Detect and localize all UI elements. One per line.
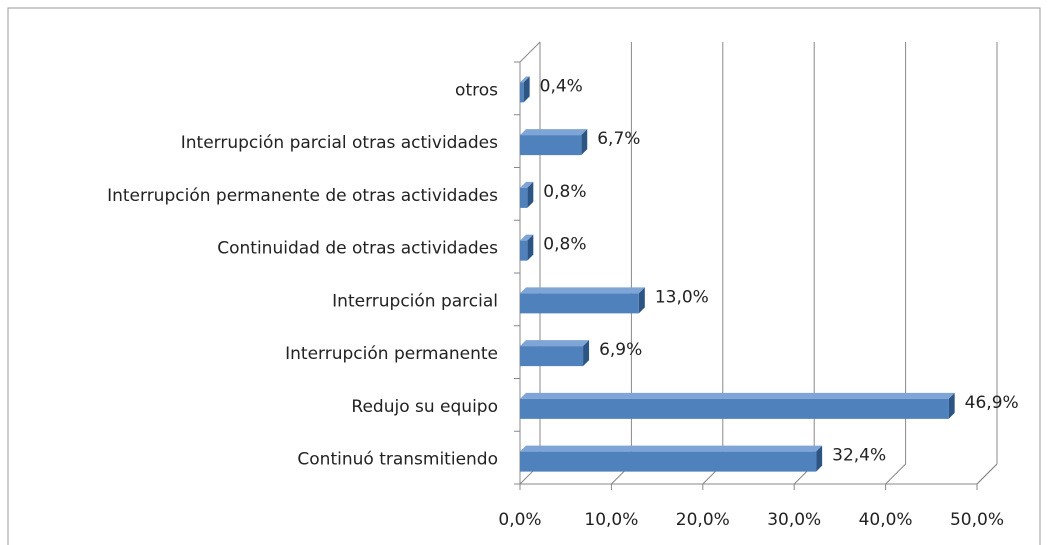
bar-side [523,76,530,103]
category-label: Continuó transmitiendo [297,450,498,470]
value-label: 32,4% [832,446,886,466]
value-label: 6,7% [597,129,640,149]
bar-top [520,445,823,452]
bar-side [583,340,590,367]
bar-side [581,129,588,156]
category-label: Continuidad de otras actividades [217,239,498,259]
bar [520,398,949,419]
x-tick-label: 10,0% [584,510,638,530]
bar [520,293,639,314]
value-label: 6,9% [599,340,642,360]
bar [520,135,582,156]
bar-top [520,181,534,188]
bar-top [520,392,955,399]
value-label: 0,4% [540,76,583,96]
category-label: Interrupción parcial otras actividades [181,133,498,153]
category-label: otros [455,80,498,100]
x-tick-label: 30,0% [767,510,821,530]
bar-side [527,234,534,261]
value-label: 46,9% [965,393,1019,413]
x-tick-label: 40,0% [859,510,913,530]
bar-side [816,445,823,472]
chart-frame [7,7,1041,545]
category-label: Interrupción parcial [332,291,498,311]
grid-line [885,463,906,485]
bar-top [520,76,530,83]
bar-side [948,392,955,419]
bar [520,82,524,103]
value-label: 0,8% [543,235,586,255]
value-label: 0,8% [543,182,586,202]
bar [520,346,584,367]
value-label: 13,0% [655,287,709,307]
category-label: Redujo su equipo [351,397,498,417]
grid-line [976,463,998,485]
x-tick-label: 50,0% [950,510,1004,530]
category-label: Interrupción permanente [285,344,498,364]
bar-side [527,181,534,208]
bar [520,240,528,261]
bar [520,451,817,472]
bar [520,187,528,208]
bar-side [638,287,645,314]
bar-top [520,234,534,241]
category-label: Interrupción permanente de otras activid… [107,186,498,206]
x-tick-label: 0,0% [498,510,541,530]
bar-top [520,287,645,294]
left-wall [519,41,541,63]
x-tick-label: 20,0% [676,510,730,530]
bar-top [520,129,588,136]
bar-top [520,340,590,347]
